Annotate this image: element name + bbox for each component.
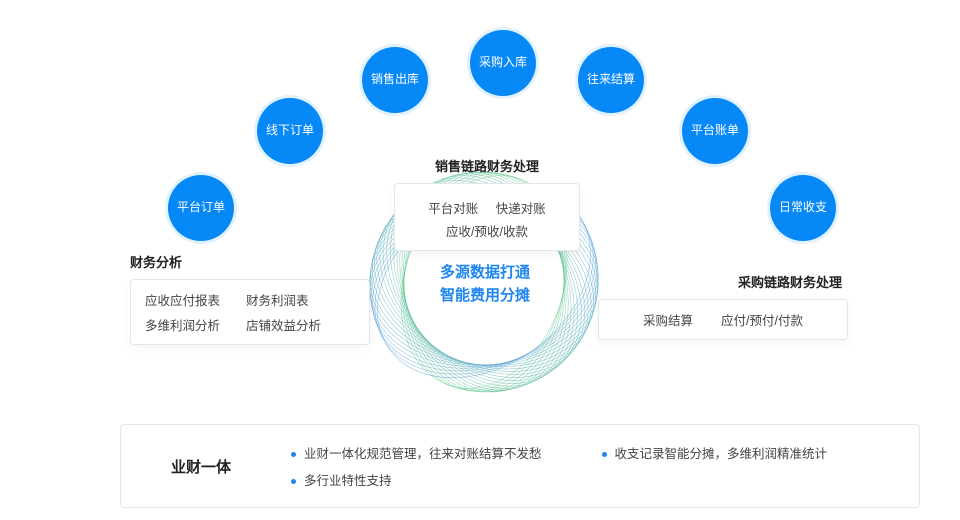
analysis-item: 财务利润表	[246, 290, 309, 309]
procure-box-body: 采购结算 应付/预付/付款	[598, 299, 848, 340]
sales-item: 应收/预收/收款	[409, 221, 565, 240]
sales-item: 平台对账	[428, 202, 478, 216]
arc-node: 平台订单	[168, 175, 234, 241]
sales-box-title: 销售链路财务处理	[394, 156, 580, 175]
sales-item: 快递对账	[496, 202, 546, 216]
analysis-item: 应收应付报表	[145, 290, 220, 309]
arc-node: 采购入库	[470, 30, 536, 96]
procure-finance-box: 采购链路财务处理 采购结算 应付/预付/付款	[598, 272, 848, 340]
arc-node-label: 采购入库	[475, 55, 531, 71]
analysis-item: 多维利润分析	[145, 315, 220, 334]
procure-item: 采购结算	[643, 310, 693, 329]
analysis-box-title: 财务分析	[130, 252, 370, 271]
center-line-1: 多源数据打通	[420, 262, 550, 285]
center-line-2: 智能费用分摊	[420, 285, 550, 308]
arc-node-label: 往来结算	[583, 72, 639, 88]
procure-box-title: 采购链路财务处理	[598, 272, 842, 291]
sales-box-body: 平台对账 快递对账 应收/预收/收款	[394, 183, 580, 251]
arc-node: 日常收支	[770, 175, 836, 241]
arc-node: 线下订单	[257, 98, 323, 164]
arc-node: 平台账单	[682, 98, 748, 164]
bottom-feature-band: 业财一体 业财一体化规范管理，往来对账结算不发愁 收支记录智能分摊，多维利润精准统…	[120, 424, 920, 508]
arc-node: 往来结算	[578, 47, 644, 113]
center-tagline: 多源数据打通 智能费用分摊	[420, 262, 550, 307]
procure-item: 应付/预付/付款	[721, 310, 803, 329]
arc-node-label: 线下订单	[262, 123, 318, 139]
arc-node-label: 平台订单	[173, 200, 229, 216]
arc-node-label: 平台账单	[687, 123, 743, 139]
arc-node-label: 日常收支	[775, 200, 831, 216]
arc-node: 销售出库	[362, 47, 428, 113]
bottom-feature-list: 业财一体化规范管理，往来对账结算不发愁 收支记录智能分摊，多维利润精准统计多行业特…	[291, 443, 827, 489]
bottom-feature-item: 多行业特性支持	[291, 470, 542, 489]
analysis-item: 店铺效益分析	[246, 315, 321, 334]
analysis-box-body: 应收应付报表 财务利润表 多维利润分析 店铺效益分析	[130, 279, 370, 345]
bottom-feature-item: 收支记录智能分摊，多维利润精准统计	[602, 443, 828, 462]
arc-node-label: 销售出库	[367, 72, 423, 88]
finance-analysis-box: 财务分析 应收应付报表 财务利润表 多维利润分析 店铺效益分析	[130, 252, 370, 345]
bottom-feature-item: 业财一体化规范管理，往来对账结算不发愁	[291, 443, 542, 462]
sales-finance-box: 销售链路财务处理 平台对账 快递对账 应收/预收/收款	[394, 156, 580, 251]
bottom-title: 业财一体	[171, 456, 231, 477]
